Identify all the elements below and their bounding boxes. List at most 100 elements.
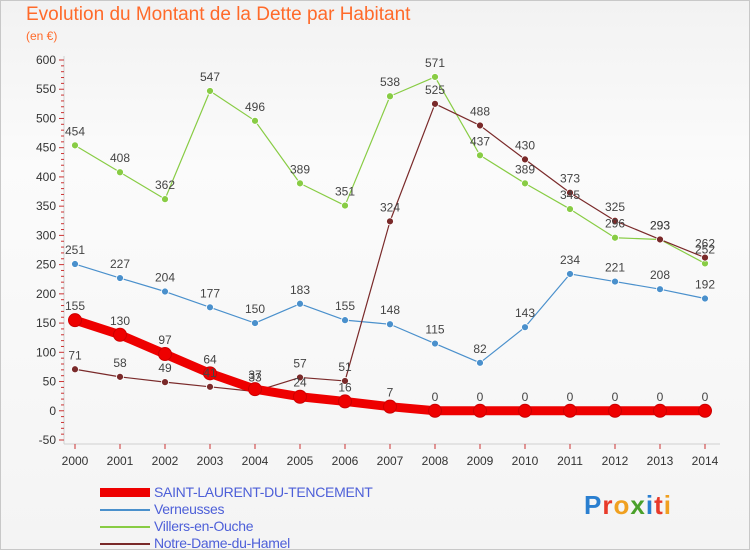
data-label-s1: 155 [335, 299, 355, 313]
legend-swatch [100, 509, 150, 511]
data-point-s0 [653, 403, 667, 418]
data-label-s1: 221 [605, 261, 625, 275]
x-tick-label: 2012 [602, 454, 629, 468]
data-point-s0 [383, 399, 397, 414]
data-point-s2 [341, 201, 349, 210]
data-point-s1 [206, 303, 214, 312]
data-point-s1 [431, 339, 439, 348]
data-label-s0: 0 [522, 390, 529, 404]
data-label-s1: 143 [515, 306, 535, 320]
data-label-s2: 538 [380, 75, 400, 89]
data-point-s0 [518, 403, 532, 418]
data-point-s3 [206, 382, 214, 391]
y-tick-label: 600 [36, 53, 56, 67]
data-point-s2 [431, 73, 439, 81]
y-tick-label: 450 [36, 141, 56, 155]
y-tick-label: 300 [36, 228, 56, 242]
legend-label: Verneusses [154, 501, 225, 517]
data-label-s0: 0 [657, 390, 664, 404]
data-point-s0 [293, 389, 307, 404]
data-label-s1: 227 [110, 257, 130, 271]
data-label-s1: 251 [65, 243, 85, 257]
proxiti-logo: Proxiti [584, 490, 672, 521]
y-tick-label: 350 [36, 199, 56, 213]
x-tick-label: 2001 [107, 454, 134, 468]
data-point-s0 [68, 313, 82, 328]
chart-title: Evolution du Montant de la Dette par Hab… [26, 4, 411, 25]
data-label-s3: 57 [293, 356, 307, 370]
data-point-s3 [521, 155, 529, 164]
data-point-s2 [521, 179, 529, 188]
data-label-s1: 192 [695, 278, 715, 292]
x-tick-label: 2011 [557, 454, 583, 468]
data-label-s0: 0 [567, 390, 574, 404]
data-label-s3: 49 [158, 361, 172, 375]
data-point-s0 [473, 403, 487, 418]
data-label-s3: 373 [560, 172, 580, 186]
y-tick-label: -50 [39, 433, 57, 447]
data-label-s2: 496 [245, 100, 265, 114]
data-label-s3: 525 [425, 83, 445, 97]
data-label-s3: 325 [605, 200, 625, 214]
x-tick-label: 2005 [287, 454, 314, 468]
legend-label: SAINT-LAURENT-DU-TENCEMENT [154, 484, 373, 500]
legend-label: Villers-en-Ouche [154, 518, 254, 534]
data-label-s2: 408 [110, 151, 130, 165]
data-label-s2: 389 [290, 162, 310, 176]
x-tick-label: 2002 [152, 454, 179, 468]
data-label-s2: 571 [425, 56, 445, 70]
data-label-s3: 293 [650, 218, 670, 232]
data-point-s1 [296, 299, 304, 308]
data-label-s2: 345 [560, 188, 580, 202]
data-label-s0: 64 [203, 352, 217, 366]
data-label-s3: 51 [338, 360, 352, 374]
data-point-s0 [563, 403, 577, 418]
data-point-s3 [701, 253, 709, 262]
data-point-s3 [116, 372, 124, 381]
data-point-s1 [116, 274, 124, 282]
data-label-s1: 234 [560, 253, 580, 267]
data-label-s3: 262 [695, 237, 715, 251]
data-point-s0 [428, 403, 442, 418]
data-label-s3: 58 [113, 356, 127, 370]
data-point-s1 [566, 270, 574, 278]
data-point-s2 [71, 141, 79, 150]
data-point-s3 [386, 217, 394, 226]
data-label-s1: 82 [473, 342, 487, 356]
data-point-s2 [296, 179, 304, 188]
data-point-s2 [161, 195, 169, 204]
data-point-s3 [341, 377, 349, 385]
data-label-s3: 33 [248, 370, 262, 384]
data-point-s3 [161, 378, 169, 387]
series-line-2 [74, 76, 706, 265]
x-tick-label: 2010 [512, 454, 539, 468]
legend-swatch [100, 543, 150, 545]
x-tick-label: 2003 [197, 454, 224, 468]
y-tick-label: 0 [49, 404, 56, 418]
data-label-s2: 437 [470, 134, 490, 148]
data-point-s0 [698, 403, 712, 418]
y-tick-label: 250 [36, 258, 56, 272]
data-point-s0 [113, 327, 127, 342]
data-label-s3: 71 [68, 348, 82, 362]
y-tick-label: 150 [36, 316, 56, 330]
data-point-s3 [611, 216, 619, 225]
data-label-s0: 155 [65, 299, 85, 313]
y-tick-label: 50 [43, 375, 57, 389]
data-point-s1 [341, 316, 349, 325]
data-label-s0: 37 [248, 368, 262, 382]
data-label-s3: 324 [380, 200, 400, 214]
logo-letter: i [645, 490, 655, 520]
logo-letter: o [613, 490, 631, 520]
data-label-s0: 0 [612, 390, 619, 404]
logo-letter: t [654, 490, 664, 520]
logo-letter: P [584, 490, 603, 520]
data-label-s0: 24 [293, 376, 307, 390]
data-label-s2: 547 [200, 70, 220, 84]
data-point-s2 [251, 116, 259, 125]
data-label-s2: 389 [515, 162, 535, 176]
data-label-s0: 97 [158, 333, 172, 347]
data-label-s1: 183 [290, 283, 310, 297]
data-point-s3 [296, 373, 304, 382]
